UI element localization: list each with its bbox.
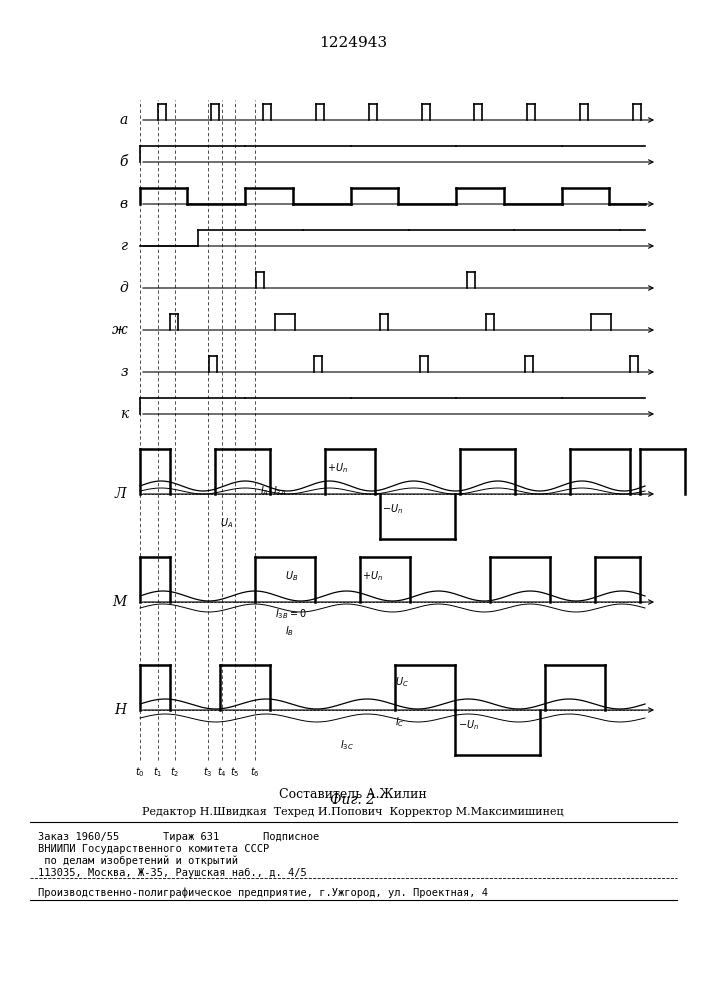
Text: $+U_n$: $+U_n$ — [327, 461, 348, 475]
Text: М: М — [112, 595, 126, 609]
Text: б: б — [119, 155, 128, 169]
Text: Заказ 1960/55       Тираж 631       Подписное: Заказ 1960/55 Тираж 631 Подписное — [38, 832, 320, 842]
Text: з: з — [120, 365, 128, 379]
Text: $t_3$: $t_3$ — [203, 765, 213, 779]
Text: $I_{3C}$: $I_{3C}$ — [340, 738, 354, 752]
Text: Н: Н — [114, 703, 126, 717]
Text: ВНИИПИ Государственного комитета СССР: ВНИИПИ Государственного комитета СССР — [38, 844, 269, 854]
Text: $U_A$: $U_A$ — [220, 516, 233, 530]
Text: $I_A$: $I_A$ — [260, 484, 269, 498]
Text: $t_5$: $t_5$ — [230, 765, 240, 779]
Text: $I_B$: $I_B$ — [285, 624, 294, 638]
Text: а: а — [119, 113, 128, 127]
Text: $t_6$: $t_6$ — [250, 765, 260, 779]
Text: ж: ж — [112, 323, 128, 337]
Text: в: в — [120, 197, 128, 211]
Text: $t_2$: $t_2$ — [170, 765, 180, 779]
Text: $+U_n$: $+U_n$ — [362, 569, 383, 583]
Text: по делам изобретений и открытий: по делам изобретений и открытий — [38, 856, 238, 866]
Text: $t_4$: $t_4$ — [217, 765, 227, 779]
Text: 1224943: 1224943 — [319, 36, 387, 50]
Text: д: д — [119, 281, 128, 295]
Text: Составитель А.Жилин: Составитель А.Жилин — [279, 788, 427, 802]
Text: $I_C$: $I_C$ — [395, 715, 404, 729]
Text: Производственно-полиграфическое предприятие, г.Ужгород, ул. Проектная, 4: Производственно-полиграфическое предприя… — [38, 888, 488, 898]
Text: к: к — [119, 407, 128, 421]
Text: $I_{3A}$: $I_{3A}$ — [273, 484, 286, 498]
Text: $U_B$: $U_B$ — [285, 569, 298, 583]
Text: $I_{3B}{=}0$: $I_{3B}{=}0$ — [275, 607, 307, 621]
Text: 113035, Москва, Ж-35, Раушская наб., д. 4/5: 113035, Москва, Ж-35, Раушская наб., д. … — [38, 868, 307, 878]
Text: Редактор Н.Швидкая  Техред И.Попович  Корректор М.Максимишинец: Редактор Н.Швидкая Техред И.Попович Корр… — [142, 807, 563, 817]
Text: $U_C$: $U_C$ — [395, 675, 409, 689]
Text: г: г — [121, 239, 128, 253]
Text: $t_1$: $t_1$ — [153, 765, 163, 779]
Text: Л: Л — [115, 487, 126, 501]
Text: $t_0$: $t_0$ — [135, 765, 145, 779]
Text: $-U_n$: $-U_n$ — [382, 502, 403, 516]
Text: $-U_n$: $-U_n$ — [458, 718, 479, 732]
Text: Фиг. 2: Фиг. 2 — [330, 793, 375, 807]
